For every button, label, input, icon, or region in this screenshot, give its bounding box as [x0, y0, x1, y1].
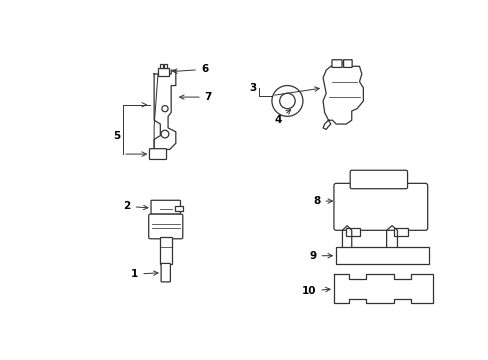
- Text: 5: 5: [113, 131, 121, 141]
- Text: 10: 10: [301, 286, 329, 296]
- Bar: [158, 68, 168, 76]
- Bar: [393, 228, 407, 236]
- Polygon shape: [342, 226, 351, 247]
- Text: 8: 8: [313, 196, 332, 206]
- FancyBboxPatch shape: [148, 214, 183, 239]
- Text: 6: 6: [172, 64, 208, 75]
- Bar: [336, 247, 428, 264]
- Circle shape: [279, 93, 295, 109]
- Circle shape: [161, 130, 168, 138]
- Text: 9: 9: [309, 251, 332, 261]
- Circle shape: [162, 105, 168, 112]
- FancyBboxPatch shape: [149, 149, 166, 159]
- FancyBboxPatch shape: [331, 60, 342, 67]
- FancyBboxPatch shape: [343, 60, 351, 67]
- Polygon shape: [154, 70, 176, 149]
- FancyBboxPatch shape: [333, 183, 427, 230]
- FancyBboxPatch shape: [151, 200, 180, 214]
- Bar: [159, 64, 163, 68]
- Bar: [164, 64, 167, 68]
- Text: 2: 2: [123, 202, 148, 211]
- Circle shape: [271, 86, 302, 116]
- FancyBboxPatch shape: [161, 264, 170, 282]
- Bar: [346, 228, 360, 236]
- Polygon shape: [333, 274, 432, 303]
- Text: 7: 7: [179, 92, 212, 102]
- Text: 1: 1: [131, 269, 158, 279]
- Bar: [159, 237, 172, 264]
- Text: 4: 4: [274, 109, 290, 125]
- Text: 3: 3: [249, 83, 256, 93]
- Polygon shape: [386, 226, 397, 247]
- Bar: [175, 206, 183, 211]
- Polygon shape: [323, 62, 363, 130]
- FancyBboxPatch shape: [349, 170, 407, 189]
